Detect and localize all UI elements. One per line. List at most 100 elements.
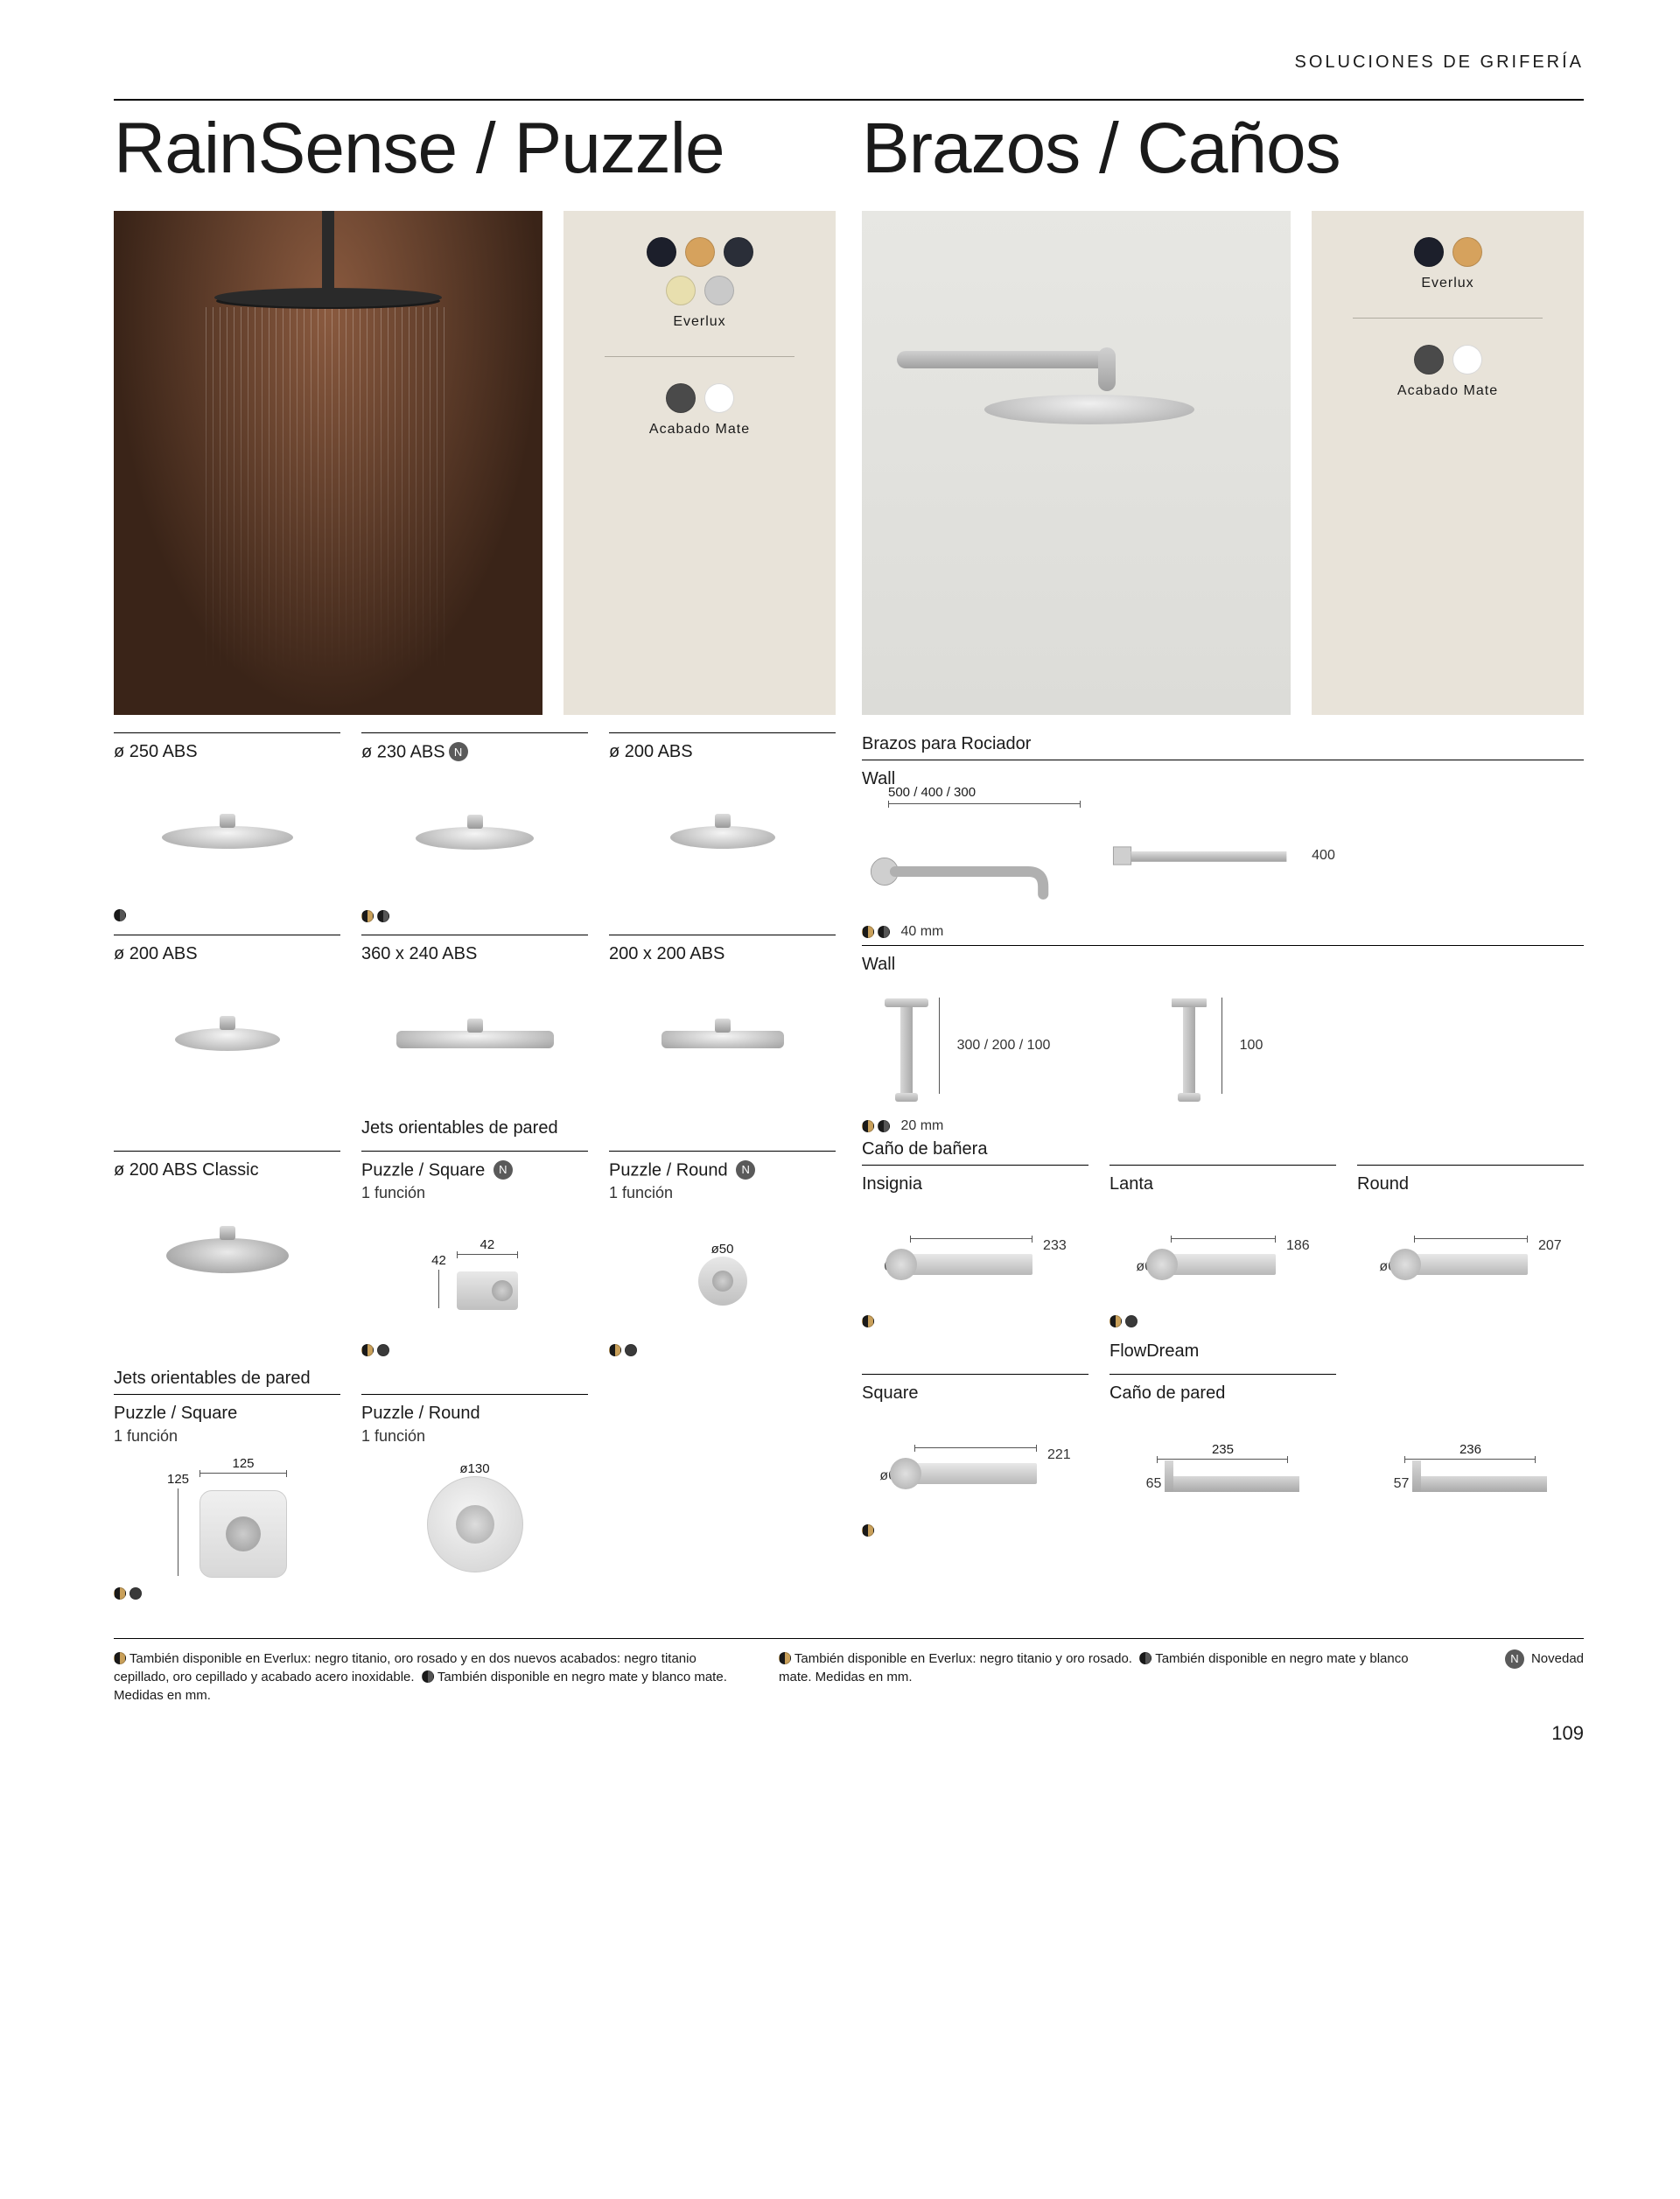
finish-icon — [1139, 1652, 1152, 1664]
finish-icon — [361, 1344, 374, 1356]
swatch — [724, 237, 753, 267]
footnote-text: También disponible en negro mate y blanc… — [438, 1670, 727, 1684]
column-right: Brazos para Rociador Wall 500 / 400 / 30… — [862, 732, 1584, 1612]
novedad-badge: N — [449, 742, 468, 761]
mate-label-right: Acabado Mate — [1397, 383, 1498, 399]
finish-icon — [1125, 1315, 1138, 1327]
everlux-label: Everlux — [673, 314, 725, 330]
footnote-text: También disponible en Everlux: negro tit… — [794, 1651, 1132, 1666]
note-text: 20 mm — [900, 1118, 943, 1134]
prod-label: Puzzle / Square — [114, 1404, 340, 1424]
finish-icon — [377, 1344, 389, 1356]
prod-label: Square — [862, 1383, 1088, 1404]
prod-label: 360 x 240 ABS — [361, 944, 588, 964]
top-rule — [114, 99, 1584, 101]
jet-square-large-icon — [200, 1490, 287, 1578]
dim-label: 221 — [1047, 1447, 1071, 1463]
jets-header: Jets orientables de pared — [361, 1118, 588, 1138]
finish-icon — [114, 909, 126, 921]
jet-round-icon — [698, 1257, 747, 1306]
novedad-badge: N — [1505, 1649, 1524, 1669]
showerhead-icon — [662, 1031, 784, 1048]
dim-label: 100 — [1240, 1038, 1264, 1054]
finish-icon — [377, 910, 389, 922]
swatches-mate-right — [1414, 345, 1482, 375]
swatch — [1414, 237, 1444, 267]
prod-label: Puzzle / Round — [361, 1404, 588, 1424]
finish-icon — [862, 1315, 874, 1327]
swatches-everlux-right — [1414, 237, 1482, 267]
prod-label: Lanta — [1110, 1174, 1336, 1194]
bath-header: Caño de bañera — [862, 1139, 1584, 1159]
hero-image-rainsense — [114, 211, 542, 715]
prod-label: ø 200 ABS — [609, 742, 693, 761]
main-grid: ø 250 ABS ø 230 ABSN ø 200 ABS ø 200 ABS — [114, 732, 1584, 1612]
swatch — [704, 276, 734, 305]
prod-label: ø 230 ABS — [361, 743, 445, 762]
novedad-label: Novedad — [1531, 1649, 1584, 1668]
dim-label: 207 — [1538, 1238, 1562, 1254]
dim-label: 236 — [1394, 1442, 1548, 1457]
novedad-badge: N — [494, 1160, 513, 1180]
jet-square-icon — [457, 1271, 518, 1310]
dim-label: 42 — [431, 1253, 446, 1268]
hero-row: Everlux Acabado Mate Everlux Acabado Mat… — [114, 211, 1584, 715]
showerhead-icon — [670, 826, 775, 849]
novedad-badge: N — [736, 1160, 755, 1180]
ceiling-arm-square-icon — [1183, 1002, 1195, 1098]
prod-label: 200 x 200 ABS — [609, 944, 836, 964]
dim-label: ø130 — [427, 1461, 523, 1476]
swatch-panel-right: Everlux Acabado Mate — [1312, 211, 1584, 715]
finish-icon — [422, 1670, 434, 1683]
section-header: SOLUCIONES DE GRIFERÍA — [114, 53, 1584, 73]
finish-icon — [609, 1344, 621, 1356]
prod-label: ø 250 ABS — [114, 742, 198, 761]
footnote-text: Medidas en mm. — [114, 1688, 211, 1703]
ceiling-arm-round-icon — [900, 1002, 913, 1098]
spout-icon — [1171, 1254, 1276, 1275]
hero-image-brazos — [862, 211, 1291, 715]
swatch — [647, 237, 676, 267]
page-number: 109 — [114, 1722, 1584, 1745]
swatch — [666, 276, 696, 305]
finish-icon — [878, 1120, 890, 1132]
swatch — [666, 383, 696, 413]
finish-icon — [862, 1120, 874, 1132]
swatch — [1452, 345, 1482, 375]
showerhead-icon — [396, 1031, 554, 1048]
finish-icon — [361, 910, 374, 922]
swatch — [704, 383, 734, 413]
spout-icon — [910, 1254, 1032, 1275]
swatches-mate-left — [666, 383, 734, 413]
everlux-label-r: Everlux — [1421, 276, 1474, 291]
dim-label: 500 / 400 / 300 — [888, 785, 1088, 800]
prod-sub: 1 función — [361, 1184, 588, 1202]
finish-icon — [862, 1524, 874, 1537]
prod-sub: 1 función — [114, 1427, 340, 1446]
finish-icon — [779, 1652, 791, 1664]
dim-label: 400 — [1312, 848, 1335, 864]
prod-sub: 1 función — [361, 1427, 588, 1446]
flow-spout-icon — [1416, 1476, 1547, 1492]
prod-label: Caño de pared — [1110, 1383, 1336, 1404]
dim-label: ø50 — [698, 1242, 747, 1257]
showerhead-classic-icon — [166, 1238, 289, 1273]
prod-label: ø 200 ABS — [114, 944, 340, 964]
spout-square-icon — [914, 1463, 1037, 1484]
finish-icon — [625, 1344, 637, 1356]
jets-header-2: Jets orientables de pared — [114, 1369, 836, 1389]
dim-label: 186 — [1286, 1238, 1310, 1254]
swatches-everlux-left — [630, 237, 770, 305]
finish-icon — [114, 1587, 126, 1600]
prod-label: Puzzle / Round — [609, 1160, 728, 1180]
swatch — [1414, 345, 1444, 375]
finish-icon — [114, 1652, 126, 1664]
dim-label: 233 — [1043, 1238, 1067, 1254]
finish-icon — [1110, 1315, 1122, 1327]
wall-label-2: Wall — [862, 955, 1584, 975]
title-right: Brazos / Caños — [862, 108, 1584, 190]
prod-sub: 1 función — [609, 1184, 836, 1202]
titles-row: RainSense / Puzzle Brazos / Caños — [114, 108, 1584, 190]
showerhead-icon — [416, 827, 534, 850]
swatch-panel-left: Everlux Acabado Mate — [564, 211, 836, 715]
